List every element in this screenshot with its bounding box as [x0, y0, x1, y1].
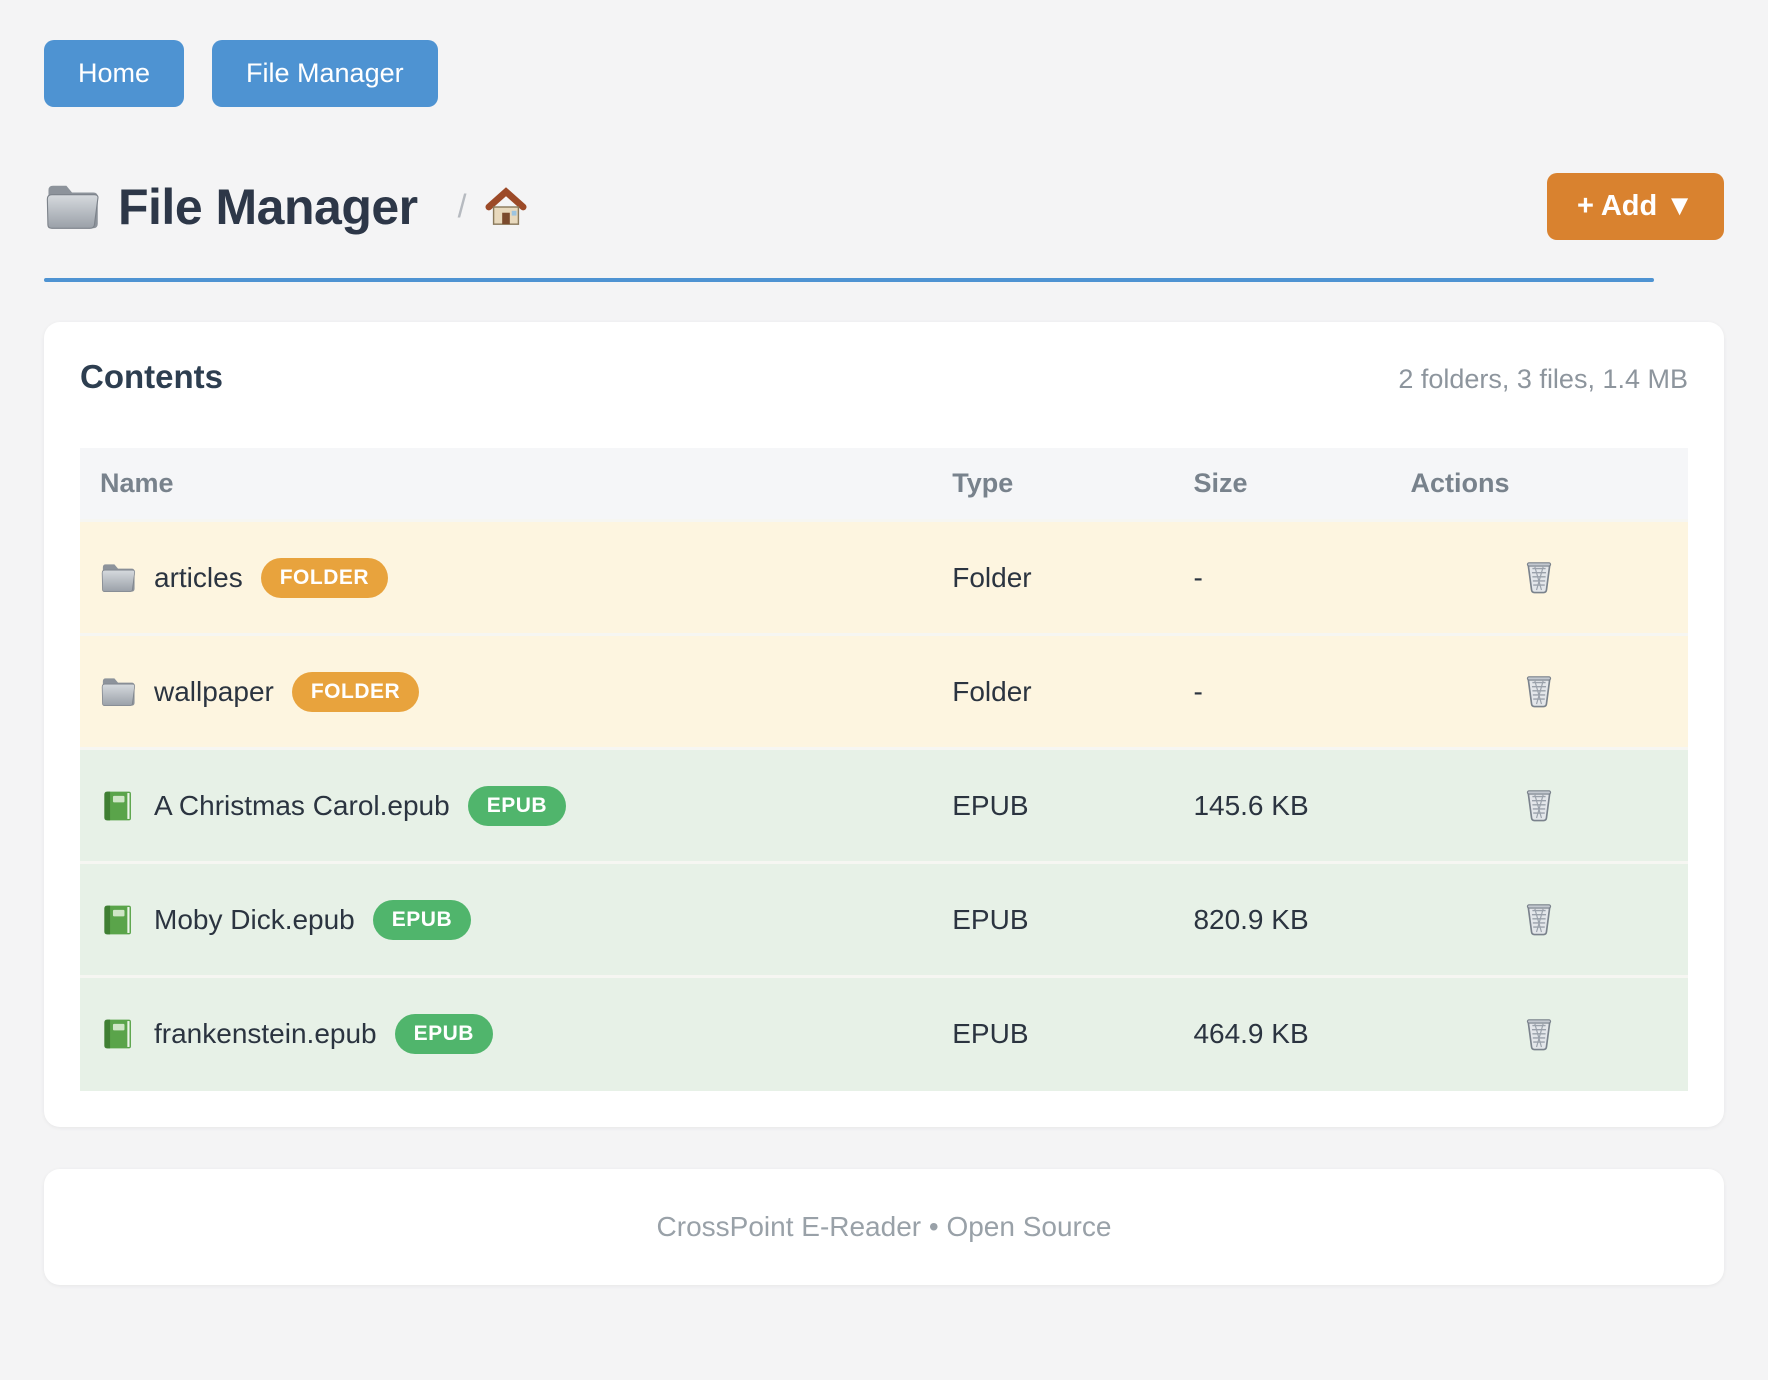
page: Home File Manager File Manager / + Add ▼… [44, 40, 1724, 1285]
file-size: - [1193, 561, 1203, 593]
file-type: Folder [952, 561, 1032, 593]
trash-icon [1520, 1014, 1558, 1052]
trash-icon [1520, 899, 1558, 937]
file-type: Folder [952, 675, 1032, 707]
table-header-row: Name Type Size Actions [80, 448, 1688, 521]
file-manager-nav-button[interactable]: File Manager [212, 40, 438, 107]
folder-icon [100, 560, 136, 596]
file-name[interactable]: Moby Dick.epub [154, 903, 355, 935]
home-icon[interactable] [485, 186, 527, 228]
book-icon [100, 788, 136, 824]
header-divider [44, 278, 1654, 282]
delete-button[interactable] [1516, 1010, 1562, 1059]
column-header-name: Name [80, 448, 933, 521]
epub-badge: EPUB [467, 785, 567, 826]
table-row[interactable]: frankenstein.epub EPUB EPUB 464.9 KB [80, 976, 1688, 1091]
delete-button[interactable] [1516, 895, 1562, 944]
title-group: File Manager / [44, 178, 527, 236]
column-header-type: Type [932, 448, 1174, 521]
table-row[interactable]: articles FOLDER Folder - [80, 520, 1688, 635]
contents-card-header: Contents 2 folders, 3 files, 1.4 MB [80, 358, 1688, 396]
book-icon [100, 1016, 136, 1052]
file-name[interactable]: frankenstein.epub [154, 1018, 377, 1050]
file-type: EPUB [952, 1018, 1029, 1050]
trash-icon [1520, 557, 1558, 595]
table-row[interactable]: A Christmas Carol.epub EPUB EPUB 145.6 K… [80, 748, 1688, 863]
add-button[interactable]: + Add ▼ [1546, 173, 1724, 240]
file-size: - [1193, 675, 1203, 707]
page-header: File Manager / + Add ▼ [44, 173, 1724, 240]
contents-card: Contents 2 folders, 3 files, 1.4 MB Name… [44, 322, 1724, 1127]
contents-heading: Contents [80, 358, 223, 395]
epub-badge: EPUB [372, 899, 472, 940]
breadcrumb-separator: / [457, 188, 467, 224]
file-size: 145.6 KB [1193, 789, 1309, 821]
file-table: Name Type Size Actions articles FOLDER F… [80, 448, 1688, 1091]
top-nav: Home File Manager [44, 40, 1724, 107]
delete-button[interactable] [1516, 553, 1562, 602]
book-icon [100, 902, 136, 938]
table-row[interactable]: wallpaper FOLDER Folder - [80, 634, 1688, 749]
footer-text: CrossPoint E-Reader • Open Source [656, 1210, 1112, 1242]
contents-summary: 2 folders, 3 files, 1.4 MB [1398, 364, 1688, 394]
file-size: 464.9 KB [1193, 1018, 1309, 1050]
column-header-size: Size [1173, 448, 1391, 521]
folder-icon [100, 674, 136, 710]
home-nav-button[interactable]: Home [44, 40, 185, 107]
folder-icon [44, 179, 100, 235]
folder-badge: FOLDER [291, 671, 420, 712]
folder-badge: FOLDER [260, 557, 389, 598]
file-name[interactable]: A Christmas Carol.epub [154, 789, 450, 821]
file-size: 820.9 KB [1193, 903, 1309, 935]
footer: CrossPoint E-Reader • Open Source [44, 1168, 1724, 1285]
column-header-actions: Actions [1390, 448, 1688, 521]
file-type: EPUB [952, 903, 1029, 935]
table-row[interactable]: Moby Dick.epub EPUB EPUB 820.9 KB [80, 862, 1688, 977]
epub-badge: EPUB [394, 1014, 493, 1055]
file-name[interactable]: wallpaper [154, 675, 274, 707]
file-name[interactable]: articles [154, 561, 243, 593]
delete-button[interactable] [1516, 781, 1562, 830]
delete-button[interactable] [1516, 667, 1562, 716]
page-title: File Manager [118, 178, 418, 235]
file-type: EPUB [952, 789, 1029, 821]
trash-icon [1520, 785, 1558, 823]
trash-icon [1520, 671, 1558, 709]
